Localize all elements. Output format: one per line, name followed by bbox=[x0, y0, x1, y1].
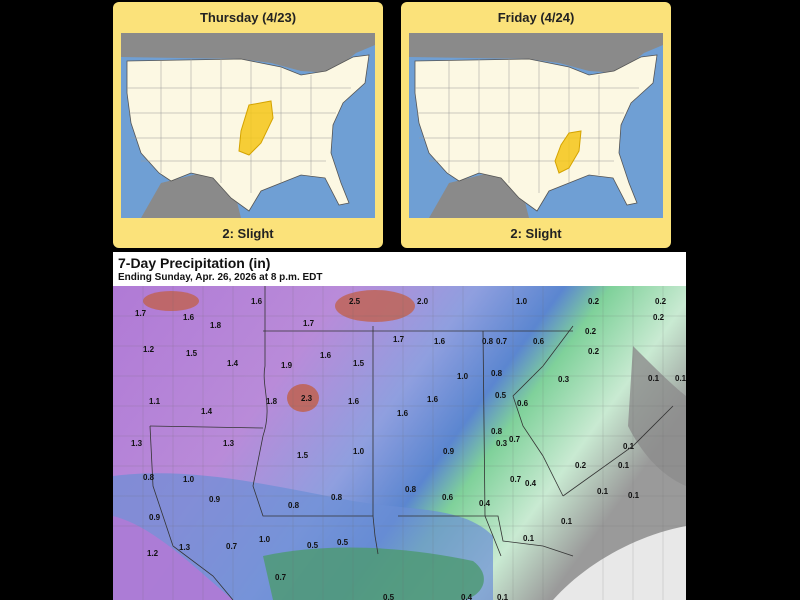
outlook-risk-label: 2: Slight bbox=[222, 226, 274, 241]
precip-value-label: 0.3 bbox=[496, 439, 508, 448]
precip-value-label: 1.6 bbox=[434, 337, 446, 346]
precip-value-label: 2.5 bbox=[349, 297, 361, 306]
precip-value-label: 1.5 bbox=[186, 349, 198, 358]
precip-value-label: 0.7 bbox=[510, 475, 522, 484]
precip-value-label: 1.7 bbox=[135, 309, 147, 318]
slight-risk-area bbox=[554, 130, 582, 174]
precip-value-label: 1.7 bbox=[303, 319, 315, 328]
precip-value-label: 0.9 bbox=[443, 447, 455, 456]
precip-value-label: 0.8 bbox=[405, 485, 417, 494]
precip-value-label: 1.6 bbox=[183, 313, 195, 322]
precip-value-label: 0.8 bbox=[331, 493, 343, 502]
precip-value-label: 0.1 bbox=[648, 374, 660, 383]
precip-value-label: 0.5 bbox=[383, 593, 395, 600]
precip-value-label: 1.3 bbox=[131, 439, 143, 448]
precip-value-label: 0.4 bbox=[479, 499, 491, 508]
precip-value-label: 0.5 bbox=[495, 391, 507, 400]
outlook-day-title: Thursday (4/23) bbox=[199, 10, 297, 25]
precip-value-label: 1.0 bbox=[259, 535, 271, 544]
precip-value-label: 0.7 bbox=[275, 573, 287, 582]
precip-value-label: 0.1 bbox=[623, 442, 635, 451]
precip-value-label: 1.6 bbox=[397, 409, 409, 418]
precip-value-label: 1.7 bbox=[393, 335, 405, 344]
precip-title: 7-Day Precipitation (in) bbox=[118, 255, 271, 271]
precip-value-label: 0.2 bbox=[585, 327, 597, 336]
outlook-panel-thursday: Thursday (4/23) 2: Slight bbox=[113, 2, 383, 248]
precip-value-label: 0.2 bbox=[588, 347, 600, 356]
precip-value-label: 1.0 bbox=[183, 475, 195, 484]
precip-map: 1.7 1.6 1.6 1.8 1.7 2.5 2.0 1.0 0.2 0.2 0.2 1.2 1.5 1… bbox=[113, 286, 686, 600]
precip-value-label: 0.5 bbox=[307, 541, 319, 550]
precip-value-label: 0.1 bbox=[675, 374, 686, 383]
precip-value-label: 1.6 bbox=[348, 397, 360, 406]
precip-value-label: 0.8 bbox=[288, 501, 300, 510]
precip-value-label: 0.1 bbox=[628, 491, 640, 500]
precip-value-label: 1.8 bbox=[266, 397, 278, 406]
precip-value-label: 0.8 bbox=[491, 427, 503, 436]
precip-value-label: 1.2 bbox=[147, 549, 159, 558]
precip-value-label: 0.3 bbox=[558, 375, 570, 384]
precip-value-label: 1.8 bbox=[210, 321, 222, 330]
precip-value-label: 0.6 bbox=[517, 399, 529, 408]
precip-value-label: 0.7 bbox=[509, 435, 521, 444]
precip-value-label: 0.2 bbox=[575, 461, 587, 470]
precip-value-label: 0.1 bbox=[597, 487, 609, 496]
precip-value-label: 0.2 bbox=[653, 313, 665, 322]
precip-value-label: 0.8 bbox=[143, 473, 155, 482]
precip-value-label: 1.3 bbox=[179, 543, 191, 552]
precip-value-label: 1.4 bbox=[227, 359, 239, 368]
slight-risk-area bbox=[238, 100, 274, 156]
precip-value-label: 1.3 bbox=[223, 439, 235, 448]
precip-value-label: 2.0 bbox=[417, 297, 429, 306]
precip-value-label: 0.1 bbox=[618, 461, 630, 470]
precip-value-label: 1.0 bbox=[353, 447, 365, 456]
precip-value-label: 1.0 bbox=[457, 372, 469, 381]
precip-value-label: 1.2 bbox=[143, 345, 155, 354]
outlook-map bbox=[121, 33, 375, 218]
precip-value-label: 0.8 bbox=[491, 369, 503, 378]
precip-value-label: 0.4 bbox=[525, 479, 537, 488]
outlook-panel-friday: Friday (4/24) 2: Slight bbox=[401, 2, 671, 248]
precipitation-map-panel: 7-Day Precipitation (in) Ending Sunday, … bbox=[113, 252, 686, 600]
precip-value-label: 0.2 bbox=[655, 297, 667, 306]
precip-value-label: 2.3 bbox=[301, 394, 313, 403]
precip-subtitle: Ending Sunday, Apr. 26, 2026 at 8 p.m. E… bbox=[118, 272, 323, 283]
outlook-map bbox=[409, 33, 663, 218]
precip-value-label: 1.6 bbox=[251, 297, 263, 306]
precip-value-label: 0.2 bbox=[588, 297, 600, 306]
precip-value-label: 0.1 bbox=[497, 593, 509, 600]
precip-value-label: 1.6 bbox=[427, 395, 439, 404]
precip-value-label: 0.1 bbox=[523, 534, 535, 543]
precip-value-label: 0.6 bbox=[442, 493, 454, 502]
precip-value-label: 0.7 bbox=[226, 542, 238, 551]
precip-value-label: 0.5 bbox=[337, 538, 349, 547]
outlook-day-title: Friday (4/24) bbox=[497, 10, 575, 25]
precip-value-label: 0.8 bbox=[482, 337, 494, 346]
precip-value-label: 0.9 bbox=[149, 513, 161, 522]
precip-value-label: 1.0 bbox=[516, 297, 528, 306]
precip-value-label: 0.4 bbox=[461, 593, 473, 600]
precip-value-label: 1.5 bbox=[353, 359, 365, 368]
precip-value-label: 0.6 bbox=[533, 337, 545, 346]
outlook-risk-label: 2: Slight bbox=[510, 226, 562, 241]
precip-value-label: 1.6 bbox=[320, 351, 332, 360]
precip-value-label: 0.7 bbox=[496, 337, 508, 346]
precip-value-label: 1.9 bbox=[281, 361, 293, 370]
precip-value-label: 1.5 bbox=[297, 451, 309, 460]
precip-value-label: 0.1 bbox=[561, 517, 573, 526]
precip-value-label: 0.9 bbox=[209, 495, 221, 504]
precip-value-label: 1.4 bbox=[201, 407, 213, 416]
precip-value-label: 1.1 bbox=[149, 397, 161, 406]
